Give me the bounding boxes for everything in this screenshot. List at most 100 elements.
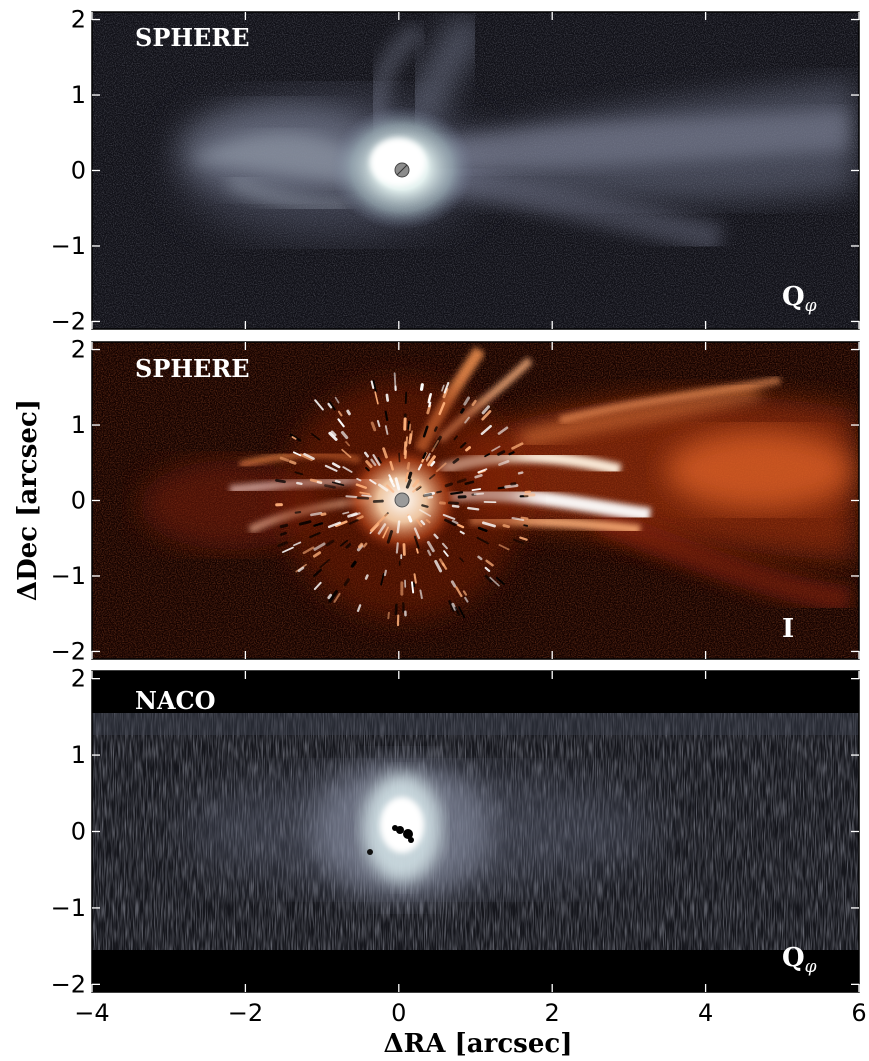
y-tick-label: −2 — [51, 307, 86, 335]
panel-2-speckles — [275, 372, 536, 627]
speckle — [356, 496, 370, 500]
x-axis-label: ΔRA [arcsec] — [384, 1029, 573, 1059]
y-tick-label: −2 — [51, 637, 86, 665]
speckle — [510, 482, 517, 486]
speckle — [324, 484, 336, 489]
speckle — [345, 543, 352, 549]
speckle — [325, 539, 335, 547]
speckle — [417, 463, 423, 471]
speckle — [313, 581, 322, 591]
speckle — [464, 596, 469, 603]
speckle — [413, 573, 417, 584]
panel-1-y-axis: −2 −1 0 1 2 — [51, 6, 860, 335]
speckle — [279, 523, 289, 529]
y-tick-label: −1 — [51, 894, 86, 922]
speckle — [370, 421, 377, 432]
speckle — [434, 559, 443, 573]
speckle — [520, 516, 529, 520]
speckle — [372, 454, 381, 466]
y-tick-label: 2 — [71, 6, 86, 34]
speckle — [313, 542, 326, 551]
speckle — [495, 576, 505, 585]
speckle — [438, 402, 446, 416]
speckle — [342, 511, 350, 515]
speckle — [473, 492, 485, 496]
speckle — [357, 542, 364, 549]
speckle — [403, 441, 407, 456]
speckle — [444, 482, 454, 488]
speckle — [384, 410, 389, 421]
speckle — [420, 520, 426, 526]
speckle — [313, 568, 322, 578]
speckle — [512, 538, 524, 544]
speckle — [395, 542, 399, 554]
speckle — [345, 441, 351, 447]
y-tick-label: 0 — [71, 157, 86, 185]
speckle — [331, 462, 341, 469]
speckle — [341, 448, 352, 458]
speckle — [374, 391, 379, 405]
speckle — [362, 542, 368, 548]
speckle — [408, 433, 413, 445]
speckle — [343, 578, 350, 587]
speckle — [481, 410, 492, 421]
speckle — [309, 532, 321, 539]
speckle — [296, 481, 303, 485]
x-tick-label: −4 — [74, 999, 109, 1027]
speckle — [289, 433, 302, 442]
speckle — [458, 606, 466, 619]
y-tick-label: 1 — [71, 411, 86, 439]
speckle — [382, 526, 389, 539]
speckle — [491, 445, 501, 452]
speckle — [342, 466, 353, 473]
speckle — [444, 518, 457, 527]
speckle — [334, 520, 348, 528]
speckle — [422, 452, 427, 459]
speckle — [452, 457, 460, 464]
speckle — [436, 490, 442, 494]
speckle — [430, 460, 436, 467]
speckle — [298, 520, 312, 526]
speckle — [356, 477, 362, 482]
speckle — [407, 515, 413, 523]
speckle — [419, 383, 424, 391]
speckle — [504, 483, 519, 489]
speckle — [365, 466, 370, 472]
speckle — [421, 504, 429, 508]
speckle — [441, 384, 445, 392]
y-tick-label: 2 — [71, 665, 86, 693]
x-tick-label: −2 — [228, 999, 263, 1027]
speckle — [471, 488, 482, 491]
speckle — [482, 521, 496, 528]
speckle — [361, 494, 372, 498]
x-tick-label: 6 — [851, 999, 866, 1027]
speckle — [380, 572, 385, 586]
speckle — [489, 576, 500, 587]
speckle — [311, 433, 321, 441]
speckle — [327, 593, 333, 600]
speckle — [385, 484, 395, 493]
speckle — [443, 550, 449, 557]
speckle — [396, 520, 401, 534]
speckle — [460, 408, 465, 414]
speckle — [340, 430, 349, 440]
speckle — [327, 402, 333, 409]
speckle — [502, 524, 510, 529]
speckle — [498, 544, 510, 551]
speckle — [377, 456, 382, 464]
speckle — [328, 590, 338, 603]
speckle — [408, 423, 412, 431]
speckle — [442, 513, 456, 520]
speckle — [314, 399, 324, 411]
speckle — [364, 574, 369, 580]
speckle — [385, 393, 390, 402]
x-tick-label: 0 — [391, 999, 406, 1027]
x-tick-label: 4 — [698, 999, 713, 1027]
speckle — [333, 592, 341, 603]
speckle — [339, 539, 349, 547]
speckle — [438, 558, 445, 567]
speckle — [324, 464, 338, 472]
speckle — [377, 523, 387, 535]
speckle — [441, 542, 448, 550]
speckle — [448, 600, 455, 612]
